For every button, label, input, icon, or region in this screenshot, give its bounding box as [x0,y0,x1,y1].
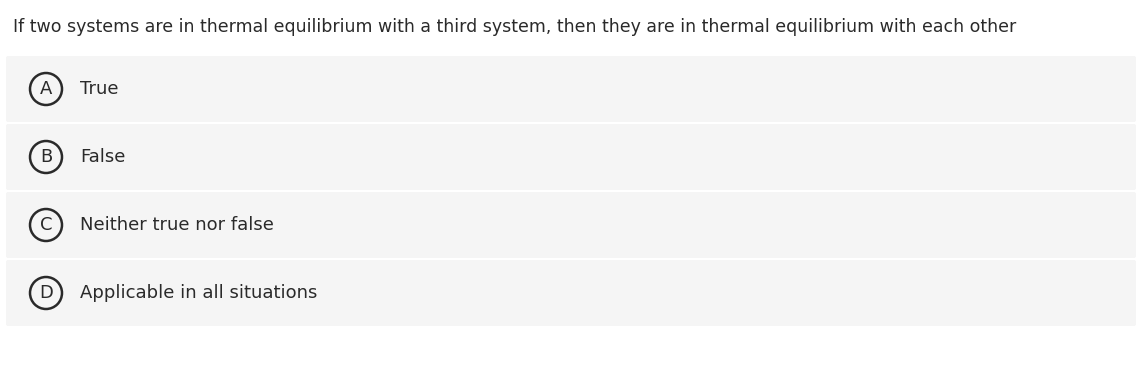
Text: Applicable in all situations: Applicable in all situations [80,284,317,302]
Ellipse shape [30,209,62,241]
Text: B: B [40,148,53,166]
Text: Neither true nor false: Neither true nor false [80,216,274,234]
Text: False: False [80,148,126,166]
Ellipse shape [30,277,62,309]
FancyBboxPatch shape [6,124,1136,190]
FancyBboxPatch shape [6,192,1136,258]
Text: If two systems are in thermal equilibrium with a third system, then they are in : If two systems are in thermal equilibriu… [13,18,1016,36]
Text: C: C [40,216,53,234]
FancyBboxPatch shape [6,56,1136,122]
FancyBboxPatch shape [6,260,1136,326]
Ellipse shape [30,73,62,105]
Text: D: D [39,284,53,302]
Ellipse shape [30,141,62,173]
Text: A: A [40,80,53,98]
Text: True: True [80,80,119,98]
